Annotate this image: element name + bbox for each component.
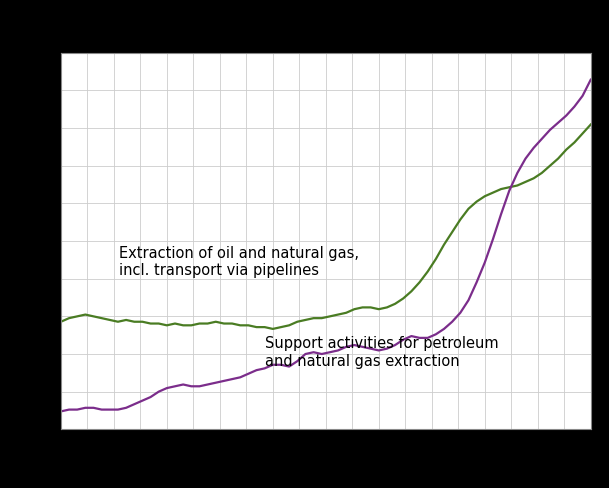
Text: Support activities for petroleum
and natural gas extraction: Support activities for petroleum and nat… [265,336,499,368]
Text: Extraction of oil and natural gas,
incl. transport via pipelines: Extraction of oil and natural gas, incl.… [119,245,359,278]
